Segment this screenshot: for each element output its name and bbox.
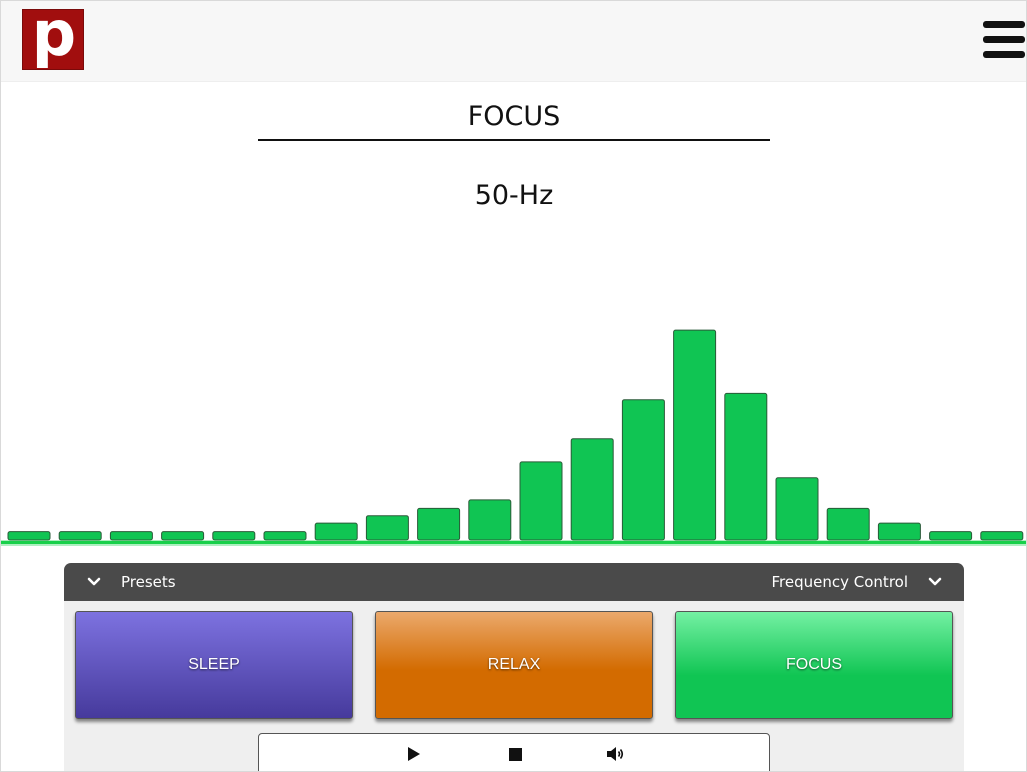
hamburger-menu-icon[interactable] [983, 21, 1025, 59]
visualizer-bar [263, 531, 307, 541]
visualizer-baseline [1, 541, 1026, 544]
visualizer-bar [417, 507, 461, 541]
sleep-preset-label: SLEEP [188, 656, 240, 673]
focus-preset-button[interactable]: FOCUS [675, 611, 953, 719]
visualizer-bar [570, 438, 614, 541]
current-preset-title: FOCUS [467, 101, 561, 132]
relax-preset-button[interactable]: RELAX [375, 611, 653, 719]
title-divider [258, 139, 770, 141]
visualizer-bar [519, 461, 563, 541]
presets-toggle[interactable]: Presets [121, 573, 176, 591]
volume-icon[interactable] [605, 744, 625, 764]
visualizer-bar [724, 392, 768, 541]
frequency-control-toggle[interactable]: Frequency Control [771, 573, 908, 591]
frequency-visualizer [1, 329, 1026, 546]
transport-controls [258, 733, 770, 771]
top-bar: p [1, 1, 1026, 82]
visualizer-bar [621, 399, 665, 541]
visualizer-bar [929, 531, 973, 541]
visualizer-bar [775, 477, 819, 541]
visualizer-bar [58, 531, 102, 541]
stop-icon[interactable] [505, 744, 525, 764]
visualizer-bar [826, 507, 870, 541]
panel-header: Presets Frequency Control [64, 563, 964, 601]
visualizer-bar [365, 515, 409, 541]
visualizer-bar [161, 531, 205, 541]
visualizer-bar [980, 531, 1024, 541]
visualizer-bar [212, 531, 256, 541]
visualizer-bar [7, 531, 51, 541]
visualizer-bar [673, 329, 717, 541]
app-logo[interactable]: p [22, 1, 84, 70]
presets-panel: SLEEP RELAX FOCUS [64, 601, 964, 771]
focus-preset-label: FOCUS [786, 656, 842, 673]
frequency-readout: 50-Hz [474, 180, 554, 211]
chevron-down-icon[interactable] [86, 574, 102, 590]
logo-letter: p [31, 0, 77, 70]
visualizer-bar [877, 522, 921, 541]
relax-preset-label: RELAX [487, 656, 541, 673]
sleep-preset-button[interactable]: SLEEP [75, 611, 353, 719]
visualizer-bar [109, 531, 153, 541]
play-icon[interactable] [403, 744, 423, 764]
visualizer-bar [468, 499, 512, 541]
chevron-down-icon[interactable] [927, 574, 943, 590]
visualizer-bar [314, 522, 358, 541]
